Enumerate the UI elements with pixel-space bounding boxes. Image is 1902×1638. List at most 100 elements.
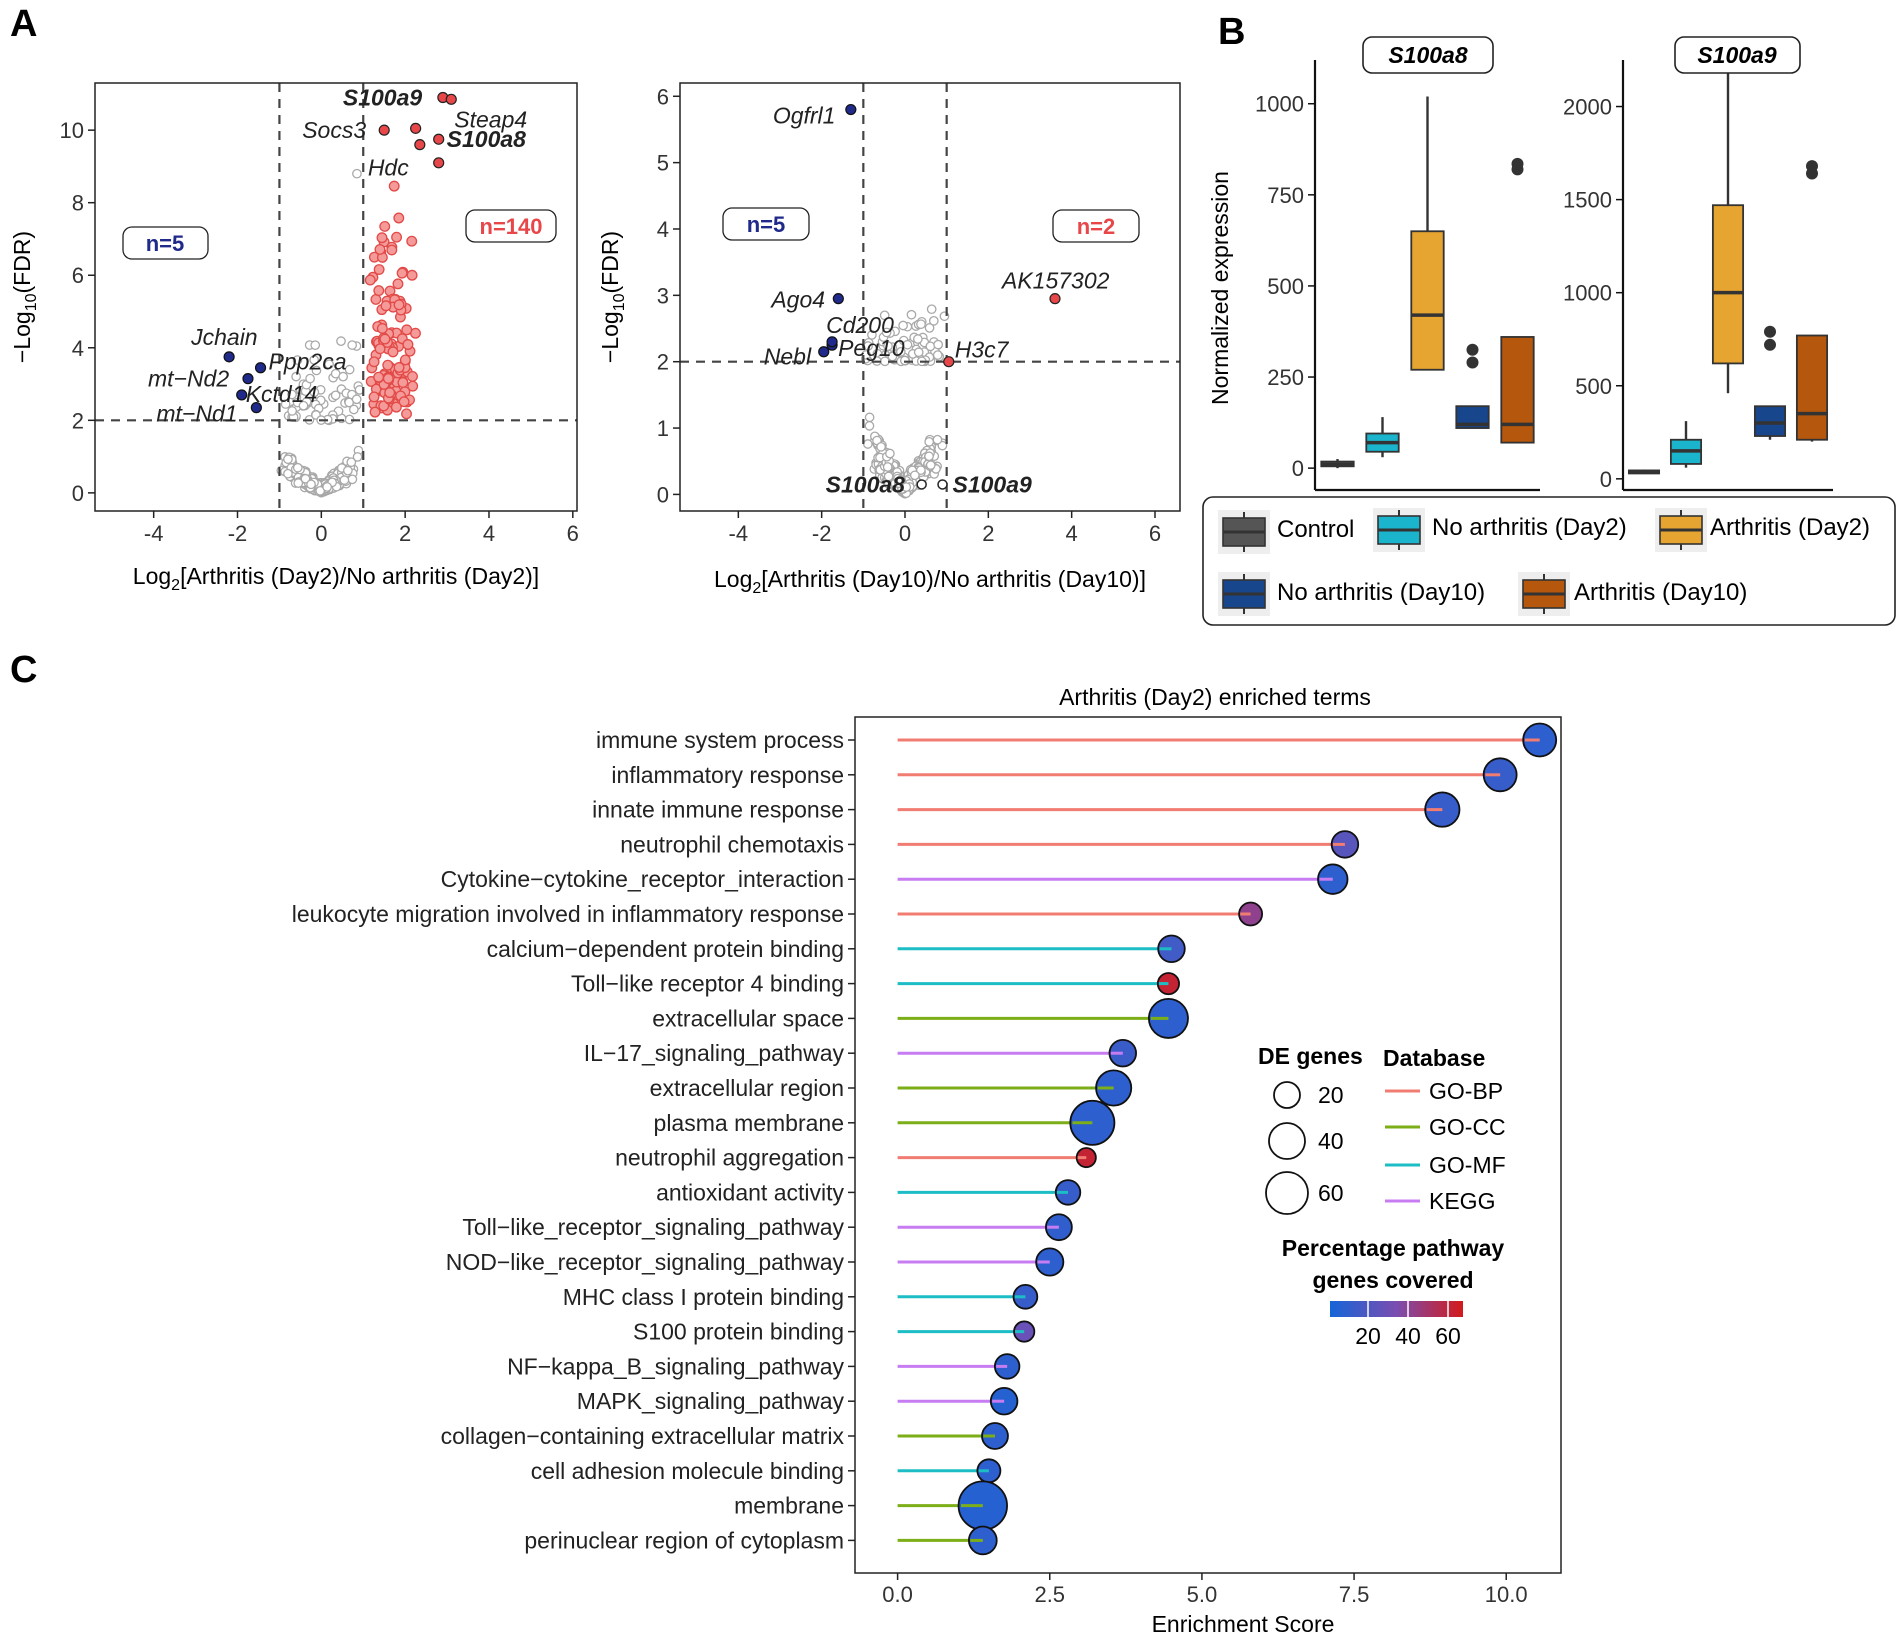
- legend-size-label-40: 40: [1318, 1128, 1344, 1154]
- outlier-point: [1466, 343, 1479, 356]
- x-tick-label: 2.5: [1034, 1582, 1065, 1607]
- up-point: [373, 285, 385, 297]
- y-axis-title: −Log10(FDR): [9, 231, 40, 363]
- term-label: neutrophil aggregation: [615, 1145, 844, 1171]
- down-gene-point: [223, 351, 235, 363]
- legend-pct-tick-40: 40: [1395, 1323, 1421, 1349]
- y-tick-label: 0: [1600, 467, 1612, 492]
- x-tick-label: -4: [144, 521, 164, 546]
- axes: -4 -2 0 2 4 6 0 2 4 6 8 10: [60, 118, 579, 546]
- ns-point: [283, 468, 293, 479]
- up-point: [373, 371, 385, 383]
- y-tick-label: 8: [72, 191, 84, 216]
- y-tick-label: 1000: [1563, 281, 1612, 306]
- chart-title: Arthritis (Day2) enriched terms: [1059, 684, 1371, 710]
- up-point: [393, 299, 405, 311]
- y-tick-label: 250: [1267, 365, 1304, 390]
- enrichment-legend: DE genes Database 20 40 60 GO-BP GO-CC G…: [1258, 1043, 1506, 1349]
- y-tick-label: 2: [72, 408, 84, 433]
- up-gene-point: [433, 157, 445, 169]
- up-point: [398, 396, 410, 408]
- up-point: [384, 387, 396, 399]
- significant-points: [223, 91, 457, 420]
- x-tick-label: 7.5: [1339, 1582, 1370, 1607]
- y-tick-label: 3: [657, 283, 669, 308]
- facet-s100a9: 0 500 1000 1500 2000: [1563, 60, 1833, 492]
- non-significant-points: [860, 304, 950, 499]
- plot-frame: [679, 82, 1181, 512]
- ns-point: [924, 436, 935, 447]
- gene-label: Hdc: [368, 155, 409, 181]
- gene-label: H3c7: [955, 337, 1010, 363]
- up-point: [382, 373, 394, 384]
- x-tick-label: 6: [1149, 521, 1161, 546]
- legend-size-circle-60: [1265, 1171, 1309, 1215]
- gene-label: S100a8: [447, 126, 527, 152]
- panel-label-a: A: [10, 3, 37, 45]
- up-point: [392, 278, 404, 290]
- y-tick-label: 6: [72, 263, 84, 288]
- ns-point: [916, 319, 926, 330]
- legend-label-no-arthritis-day10: No arthritis (Day10): [1277, 579, 1485, 606]
- facet-title-s100a8: S100a8: [1362, 36, 1494, 74]
- y-tick-label: 1500: [1563, 188, 1612, 213]
- box: [1795, 334, 1829, 441]
- highlight-point: [937, 479, 948, 490]
- down-gene-point: [832, 293, 844, 305]
- y-tick-label: 4: [72, 336, 84, 361]
- up-point: [406, 269, 418, 281]
- ns-point: [280, 399, 291, 409]
- up-gene-point: [433, 133, 445, 145]
- y-tick-label: 2: [657, 350, 669, 375]
- plot-frame: [94, 82, 578, 512]
- y-tick-label: 2000: [1563, 95, 1612, 120]
- ns-point: [324, 359, 334, 370]
- up-point: [391, 231, 403, 243]
- x-tick-label: 0: [315, 521, 327, 546]
- gene-label: Peg10: [838, 335, 905, 361]
- outlier-point: [1806, 160, 1818, 173]
- ns-point: [338, 371, 348, 382]
- ns-point: [343, 465, 353, 476]
- non-significant-points: [276, 168, 365, 498]
- significant-points: [818, 103, 1061, 490]
- legend-pct-title-2: genes covered: [1312, 1267, 1473, 1293]
- ns-point: [876, 441, 886, 452]
- legend-db-go-bp: GO-BP: [1429, 1078, 1503, 1104]
- plot-frame: [854, 716, 1562, 1574]
- gene-label: Nebl: [764, 344, 812, 370]
- legend-color-bar: [1330, 1301, 1463, 1317]
- x-tick-label: 2: [982, 521, 994, 546]
- up-point: [401, 408, 412, 420]
- legend-size-label-20: 20: [1318, 1082, 1344, 1108]
- ns-point: [339, 475, 350, 485]
- legend-db-go-mf: GO-MF: [1429, 1152, 1506, 1178]
- ns-point: [292, 355, 303, 365]
- ns-point: [925, 460, 936, 470]
- legend-label-no-arthritis-day2: No arthritis (Day2): [1432, 514, 1627, 541]
- ns-point: [344, 364, 355, 375]
- ns-point: [292, 462, 303, 473]
- term-label: MHC class I protein binding: [563, 1284, 844, 1310]
- up-point: [399, 354, 411, 366]
- y-tick-label: 5: [657, 151, 669, 176]
- count-down-text: n=5: [146, 231, 185, 256]
- ns-point: [305, 373, 315, 384]
- gene-label: S100a9: [953, 471, 1033, 497]
- down-gene-point: [242, 373, 254, 385]
- x-tick-label: 4: [483, 521, 495, 546]
- ns-point: [924, 323, 935, 333]
- ns-point: [898, 320, 908, 331]
- ns-point: [883, 471, 894, 482]
- ns-point: [867, 330, 877, 340]
- x-tick-label: -2: [228, 521, 248, 546]
- axes: -4 -2 0 2 4 6 0 1 2 3 4 5 6: [657, 84, 1161, 546]
- y-tick-label: 0: [72, 481, 84, 506]
- up-point: [388, 180, 400, 192]
- y-tick-label: 0: [657, 482, 669, 507]
- down-gene-point: [845, 103, 857, 116]
- term-label: collagen−containing extracellular matrix: [441, 1423, 845, 1449]
- ns-point: [348, 404, 359, 415]
